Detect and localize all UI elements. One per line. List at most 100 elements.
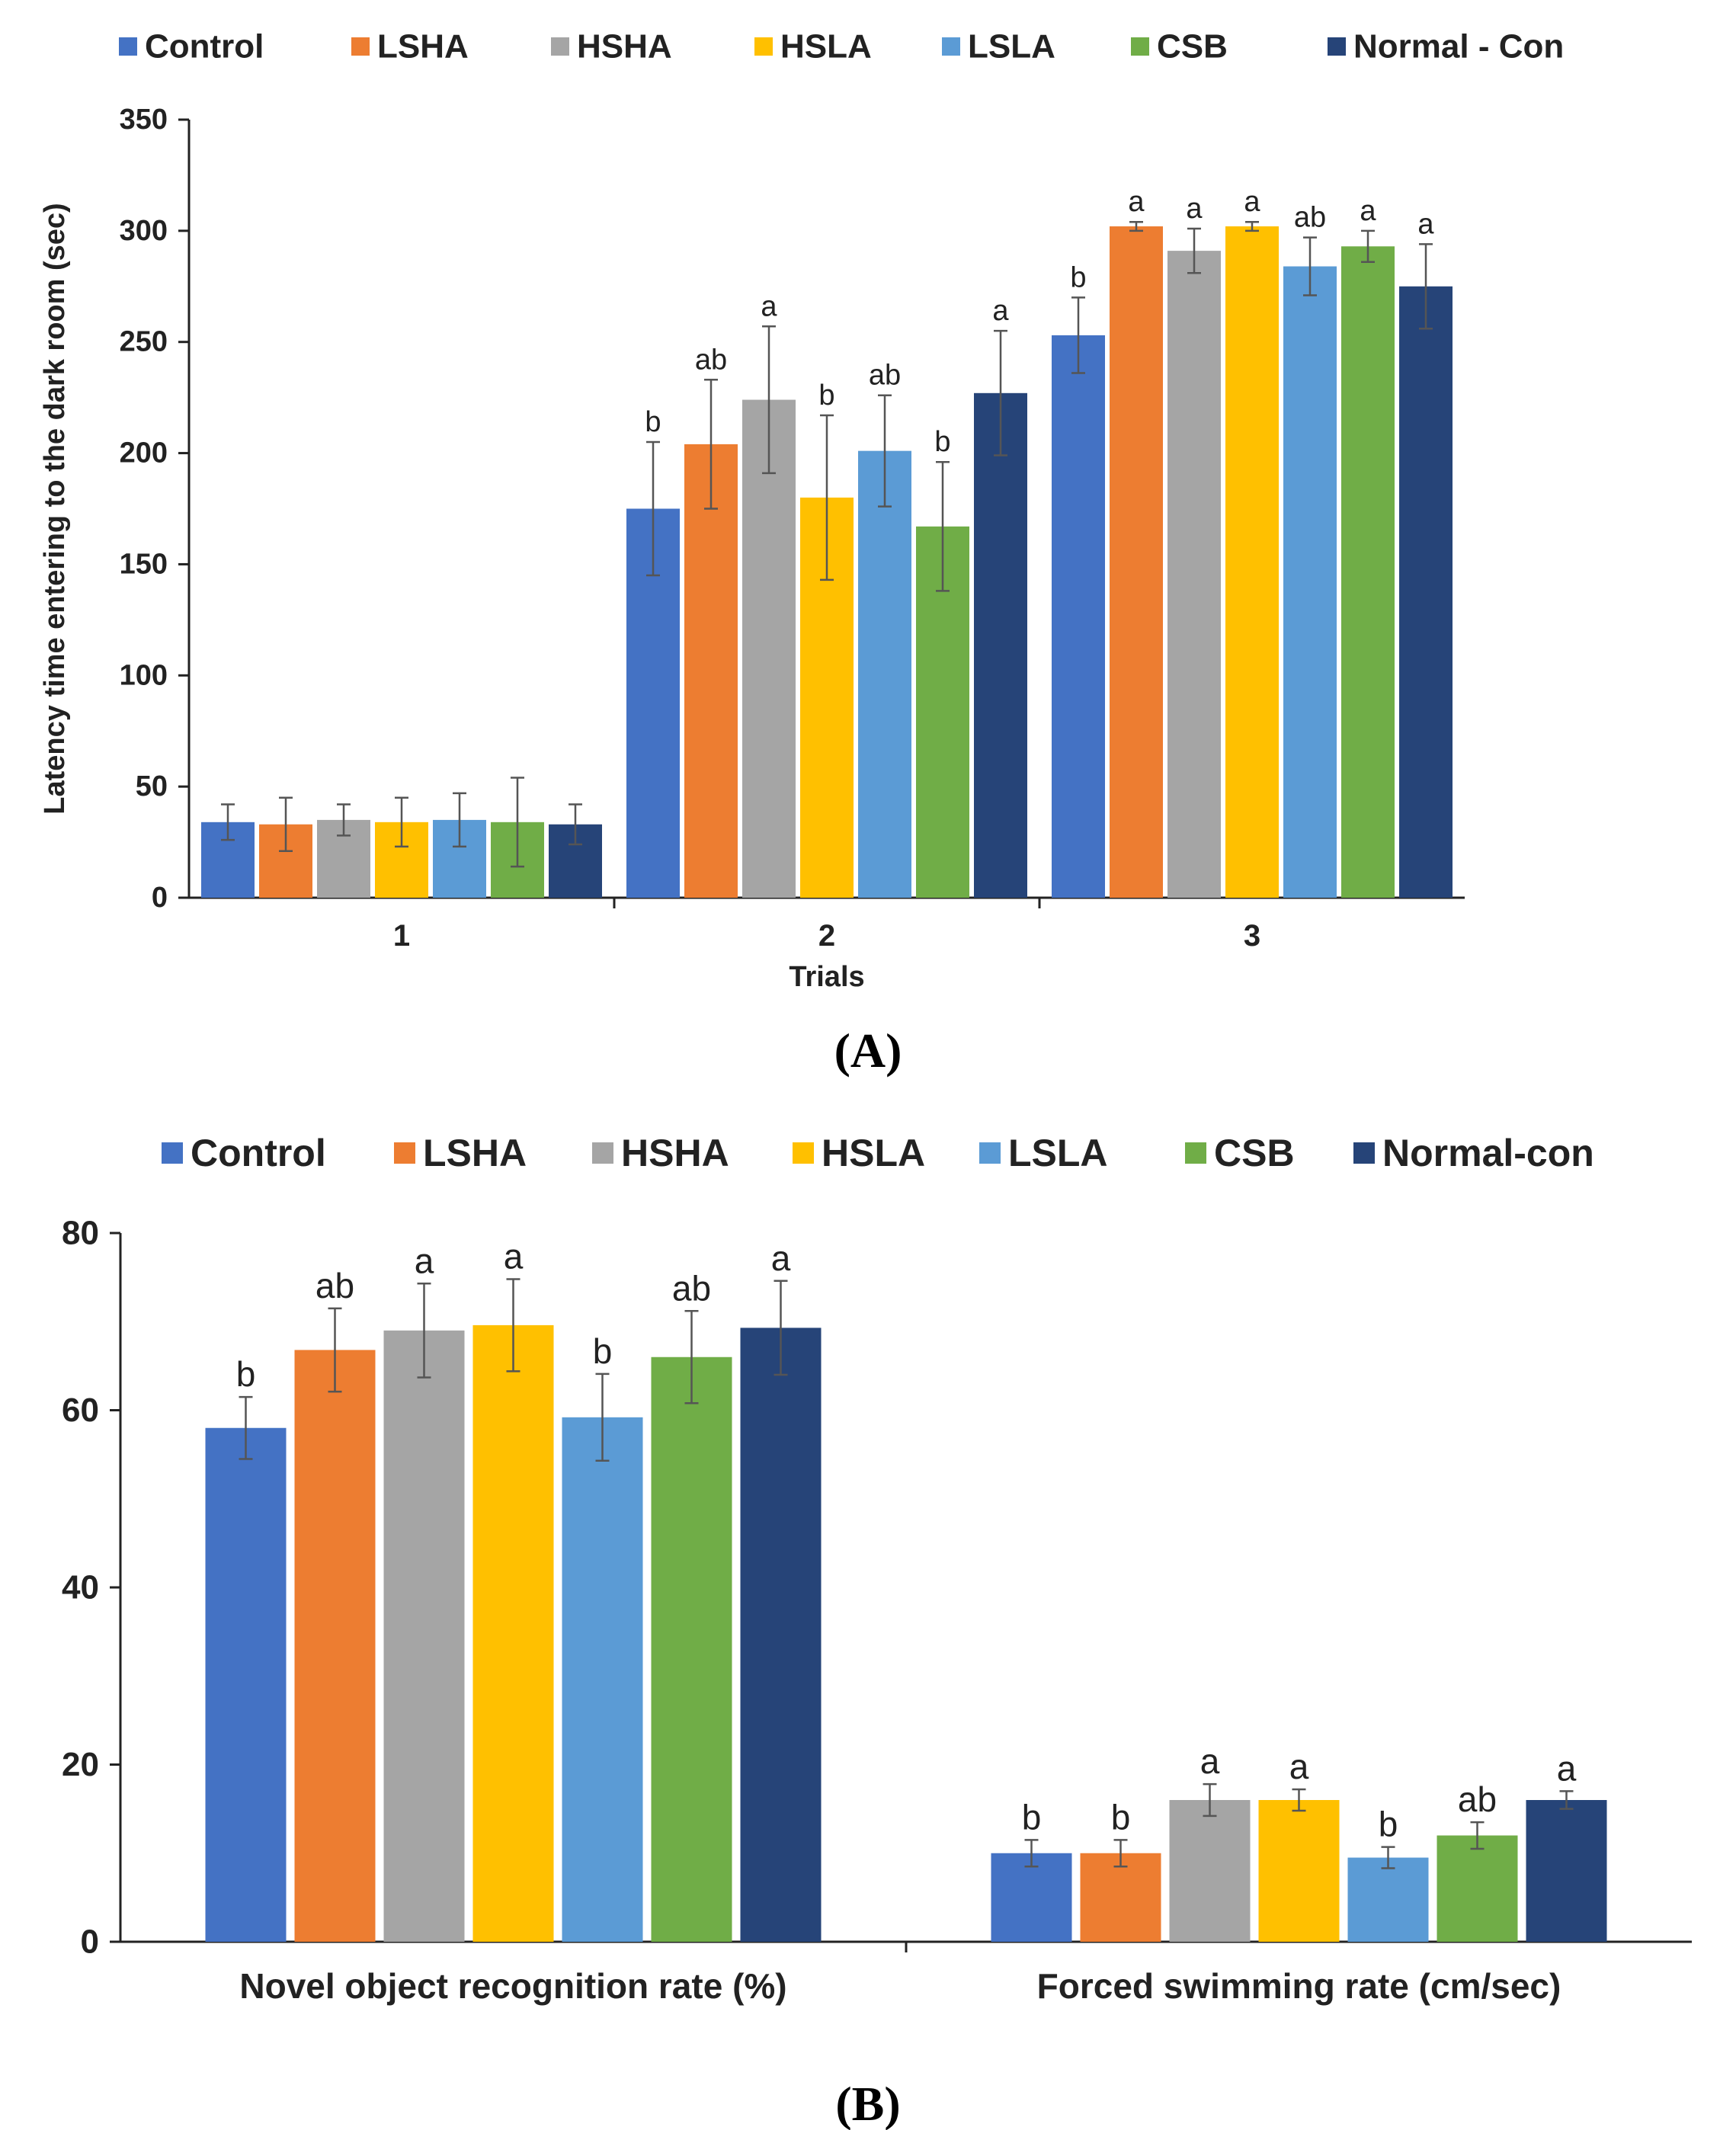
chart-a-significance-label: ab	[1294, 202, 1326, 234]
chart-b-bar	[991, 1853, 1072, 1942]
chart-b-y-tick-label: 80	[62, 1215, 99, 1252]
chart-a-significance-label: a	[1417, 208, 1434, 240]
chart-a-legend-label: HSLA	[780, 28, 872, 66]
chart-b-significance-label: b	[236, 1354, 256, 1394]
chart-b-legend-label: LSHA	[423, 1132, 527, 1174]
chart-a-bar	[684, 444, 738, 898]
chart-a-bar	[1341, 246, 1395, 898]
chart-a-bar	[1167, 251, 1221, 898]
chart-a-bar	[742, 399, 796, 898]
chart-b-bar	[651, 1356, 732, 1942]
chart-a-significance-label: b	[818, 380, 834, 412]
chart-a-significance-label: b	[645, 406, 661, 438]
chart-b-significance-label: b	[1111, 1797, 1131, 1837]
chart-b-legend: Control LSHA HSHA HSLA LSLA CSB Normal-con	[162, 1132, 1594, 1174]
chart-b-legend-label: HSLA	[822, 1132, 925, 1174]
chart-a-x-axis-title: Trials	[789, 961, 864, 993]
chart-b-legend-label: HSHA	[621, 1132, 729, 1174]
chart-a-y-tick-label: 300	[120, 215, 168, 247]
chart-b-bar	[1437, 1835, 1518, 1942]
chart-a-bar	[858, 450, 911, 898]
chart-b-significance-label: b	[1022, 1797, 1042, 1837]
chart-a-significance-label: a	[1186, 193, 1203, 225]
chart-a-significance-label: a	[992, 295, 1009, 327]
chart-a-legend-swatch	[551, 37, 569, 56]
chart-a-significance-label: a	[1128, 186, 1145, 218]
chart-a-significance-label: a	[1244, 186, 1260, 218]
chart-a-legend-swatch	[1328, 37, 1346, 56]
chart-a-legend-swatch	[754, 37, 773, 56]
chart-b-legend-swatch	[162, 1142, 183, 1164]
chart-a-significance-label: b	[1070, 261, 1086, 293]
chart-b-significance-label: a	[1289, 1747, 1309, 1786]
chart-b-significance-label: a	[415, 1241, 434, 1280]
chart-a-legend-label: HSHA	[577, 28, 672, 66]
chart-a-y-tick-label: 250	[120, 326, 168, 358]
chart-b: Control LSHA HSHA HSLA LSLA CSB Normal-con 0 20 4…	[62, 1132, 1692, 2006]
panel-label-a: (A)	[834, 1023, 902, 1078]
chart-a-legend-swatch	[942, 37, 960, 56]
chart-a-y-axis-title: Latency time entering to the dark room (…	[39, 203, 71, 814]
chart-b-legend-swatch	[793, 1142, 814, 1164]
chart-b-bar	[1347, 1857, 1429, 1942]
chart-b-legend-swatch	[1353, 1142, 1375, 1164]
chart-b-legend-label: CSB	[1214, 1132, 1295, 1174]
chart-a-bar	[1225, 226, 1279, 898]
chart-b-y-tick-label: 40	[62, 1569, 99, 1606]
chart-a-x-tick-label: 1	[393, 919, 410, 953]
chart-b-legend-label: Normal-con	[1382, 1132, 1594, 1174]
chart-a: Control LSHA HSHA HSLA LSLA CSB Normal - Con 0 5…	[39, 28, 1564, 994]
chart-b-significance-label: a	[771, 1238, 791, 1278]
chart-b-bar	[1258, 1800, 1340, 1942]
chart-a-significance-label: ab	[695, 344, 727, 376]
chart-b-significance-label: a	[1200, 1741, 1220, 1781]
chart-b-legend-label: Control	[191, 1132, 326, 1174]
chart-a-legend-swatch	[1131, 37, 1149, 56]
chart-b-bar	[1169, 1800, 1251, 1942]
chart-a-bar	[1283, 266, 1337, 898]
chart-b-significance-label: b	[593, 1331, 613, 1371]
chart-a-y-tick-label: 150	[120, 548, 168, 580]
chart-b-x-tick-label: Novel object recognition rate (%)	[239, 1966, 786, 2006]
chart-a-legend-label: CSB	[1157, 28, 1228, 66]
chart-a-legend: Control LSHA HSHA HSLA LSLA CSB Normal - Con	[119, 28, 1564, 66]
chart-b-bar	[294, 1350, 376, 1942]
chart-b-bar	[383, 1330, 465, 1942]
chart-a-significance-label: b	[934, 426, 950, 458]
chart-a-bar	[1110, 226, 1163, 898]
chart-b-legend-swatch	[592, 1142, 613, 1164]
chart-a-legend-label: LSLA	[968, 28, 1055, 66]
chart-a-x-tick-label: 3	[1244, 919, 1260, 953]
chart-a-legend-label: Control	[145, 28, 264, 66]
chart-a-bar	[1052, 335, 1105, 898]
chart-a-y-tick-label: 350	[120, 104, 168, 136]
chart-b-y-tick-label: 20	[62, 1746, 99, 1783]
chart-a-y-tick-label: 100	[120, 659, 168, 691]
chart-b-significance-label: ab	[315, 1266, 354, 1305]
chart-a-legend-swatch	[119, 37, 137, 56]
chart-a-bar	[1399, 286, 1453, 898]
chart-b-bar	[1080, 1853, 1161, 1942]
chart-b-significance-label: a	[1557, 1748, 1577, 1788]
chart-b-bar	[205, 1427, 287, 1942]
chart-a-significance-label: a	[1360, 195, 1376, 227]
chart-b-bar	[562, 1417, 643, 1942]
chart-a-significance-label: ab	[869, 360, 901, 392]
chart-b-significance-label: ab	[1458, 1779, 1497, 1819]
chart-a-legend-swatch	[351, 37, 370, 56]
chart-b-bar	[472, 1324, 554, 1942]
chart-a-bar	[974, 392, 1027, 898]
panel-label-b: (B)	[835, 2077, 900, 2130]
chart-b-y-tick-label: 60	[62, 1392, 99, 1429]
chart-b-x-tick-label: Forced swimming rate (cm/sec)	[1037, 1966, 1561, 2006]
chart-a-legend-label: LSHA	[377, 28, 469, 66]
chart-b-legend-swatch	[979, 1142, 1001, 1164]
chart-a-legend-label: Normal - Con	[1353, 28, 1564, 66]
chart-a-x-tick-label: 2	[818, 919, 835, 953]
chart-b-legend-swatch	[394, 1142, 415, 1164]
chart-a-y-tick-label: 50	[136, 770, 168, 802]
chart-a-significance-label: a	[761, 290, 777, 322]
chart-a-y-tick-label: 200	[120, 437, 168, 469]
